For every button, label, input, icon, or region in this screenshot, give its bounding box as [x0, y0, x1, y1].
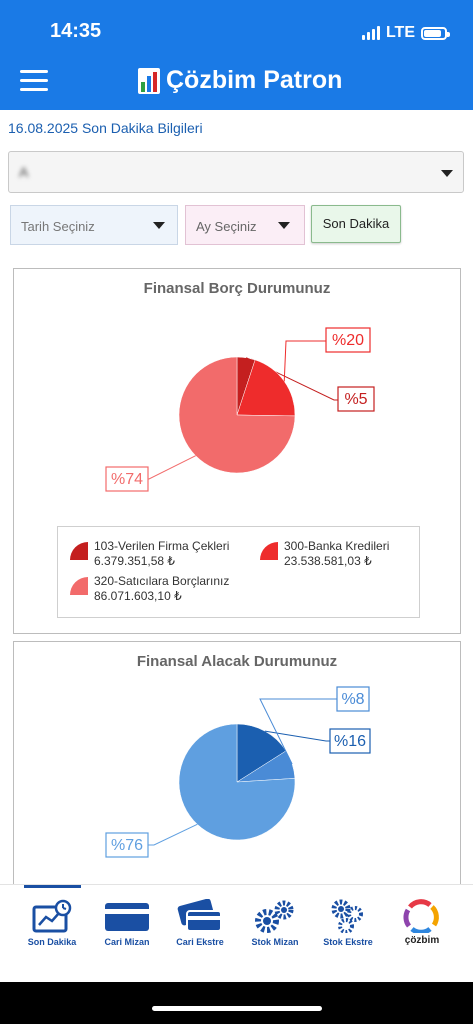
gears-stack-icon: [331, 899, 363, 933]
app-title-area: Çözbim Patron: [138, 66, 342, 95]
chevron-down-icon: [278, 222, 290, 229]
tab-son-dakika[interactable]: Son Dakika: [20, 899, 84, 947]
legend-label: 300-Banka Kredileri: [284, 539, 390, 553]
pie-slice[interactable]: [178, 723, 296, 841]
date-select[interactable]: Tarih Seçiniz: [10, 205, 178, 245]
debt-chart-panel: Finansal Borç Durumunuz %5 %20 %74 103-Ver…: [13, 268, 461, 634]
battery-icon: [421, 26, 450, 40]
legend-swatch: [70, 577, 88, 595]
legend-amount: 86.071.603,10 ₺: [94, 589, 182, 603]
label-leader-line: [148, 455, 196, 480]
label-leader-line: [264, 730, 330, 742]
data-label-box: [105, 832, 149, 858]
receivables-pie-chart: %16 %8 %76: [105, 686, 371, 858]
home-indicator[interactable]: [152, 1006, 322, 1011]
dashboard-icon: [32, 899, 72, 933]
brand-label: çözbim: [404, 935, 440, 946]
month-select-placeholder: Ay Seçiniz: [196, 219, 257, 234]
app-title: Çözbim Patron: [166, 66, 343, 94]
tab-label: Cari Mizan: [104, 937, 150, 947]
app-logo-icon: [138, 67, 160, 94]
debt-chart-title: Finansal Borç Durumunuz: [143, 280, 331, 297]
data-label: %5: [344, 391, 367, 408]
active-tab-indicator: [24, 885, 81, 888]
data-label-box: [337, 386, 375, 412]
debt-legend: 103-Verilen Firma Çekleri 6.379.351,58 ₺…: [57, 526, 420, 618]
data-label: %76: [111, 837, 143, 854]
home-indicator-area: [0, 982, 473, 1024]
tab-label: Son Dakika: [27, 937, 77, 947]
receivables-chart-title: Finansal Alacak Durumunuz: [136, 653, 338, 670]
data-label-box: [325, 327, 371, 353]
bottom-tab-bar: Son Dakika Cari Mizan Cari Ekstre Stok M…: [0, 884, 473, 983]
cozbim-logo-icon: [403, 899, 439, 933]
legend-amount: 23.538.581,03 ₺: [284, 554, 372, 568]
company-select-value: A: [19, 164, 29, 180]
company-select[interactable]: A: [8, 151, 464, 193]
legend-swatch: [260, 542, 278, 560]
date-select-placeholder: Tarih Seçiniz: [21, 219, 95, 234]
data-label-box: [329, 728, 371, 754]
tab-label: Cari Ekstre: [176, 937, 224, 947]
data-label-box: [105, 466, 149, 492]
data-label: %20: [332, 332, 364, 349]
cards-icon: [177, 899, 222, 932]
legend-item: 320-Satıcılara Borçlarınız 86.071.603,10…: [70, 574, 229, 604]
data-label: %74: [111, 471, 143, 488]
legend-swatch: [70, 542, 88, 560]
tab-cari-mizan[interactable]: Cari Mizan: [95, 899, 159, 947]
signal-icon: [361, 26, 380, 40]
tab-stok-ekstre[interactable]: Stok Ekstre: [316, 899, 380, 947]
tab-stok-mizan[interactable]: Stok Mizan: [243, 899, 307, 947]
chevron-down-icon: [441, 170, 453, 177]
son-dakika-button[interactable]: Son Dakika: [311, 205, 401, 243]
date-info-title: 16.08.2025 Son Dakika Bilgileri: [8, 120, 203, 136]
tab-cozbim[interactable]: çözbim: [390, 899, 454, 946]
hamburger-menu-button[interactable]: [20, 70, 48, 92]
status-indicators: LTE: [361, 24, 450, 42]
label-leader-line: [283, 340, 326, 382]
data-label: %8: [341, 691, 364, 708]
legend-item: 300-Banka Kredileri 23.538.581,03 ₺: [260, 539, 389, 569]
tab-cari-ekstre[interactable]: Cari Ekstre: [168, 899, 232, 947]
month-select[interactable]: Ay Seçiniz: [185, 205, 305, 245]
card-icon: [105, 903, 149, 931]
legend-amount: 6.379.351,58 ₺: [94, 554, 176, 568]
pie-slice[interactable]: [178, 356, 296, 474]
debt-pie-chart: %5 %20 %74: [105, 327, 375, 492]
receivables-chart-panel: Finansal Alacak Durumunuz %16 %8 %76: [13, 641, 461, 891]
legend-item: 103-Verilen Firma Çekleri 6.379.351,58 ₺: [70, 539, 229, 569]
label-leader-line: [259, 698, 337, 765]
data-label-box: [336, 686, 370, 712]
data-label: %16: [334, 733, 366, 750]
legend-label: 103-Verilen Firma Çekleri: [94, 539, 230, 553]
tab-label: Stok Mizan: [251, 937, 299, 947]
app-header: 14:35 LTE Çözbim Patron: [0, 0, 473, 110]
gears-icon: [255, 900, 294, 933]
status-time: 14:35: [50, 20, 102, 42]
tab-label: Stok Ekstre: [323, 937, 373, 947]
network-label: LTE: [385, 24, 415, 41]
legend-label: 320-Satıcılara Borçlarınız: [94, 574, 230, 588]
label-leader-line: [148, 823, 198, 846]
chevron-down-icon: [153, 222, 165, 229]
